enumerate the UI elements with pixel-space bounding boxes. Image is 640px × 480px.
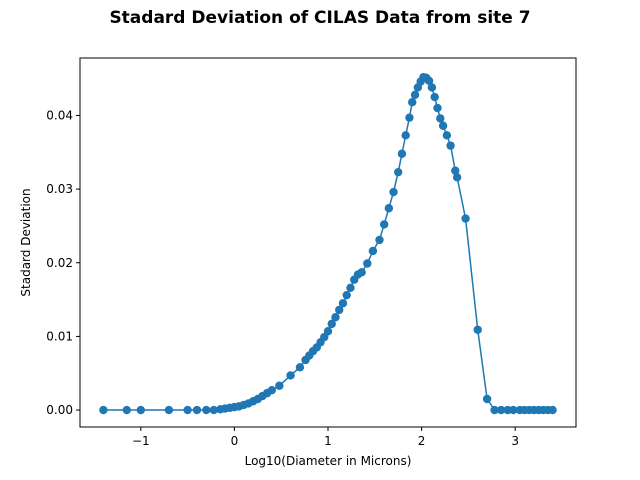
data-point (401, 131, 410, 140)
y-tick-label: 0.01 (46, 329, 73, 343)
data-point (295, 363, 305, 372)
series-line (103, 76, 553, 411)
data-point (323, 327, 333, 336)
data-point (405, 113, 414, 122)
data-point (357, 268, 366, 277)
data-point (164, 405, 174, 415)
data-point (393, 167, 403, 177)
x-tick-label: 3 (511, 434, 519, 448)
data-point (461, 214, 470, 223)
data-point (424, 76, 434, 86)
x-tick-label: 1 (324, 434, 332, 448)
data-point (397, 149, 407, 158)
x-tick-label: 2 (418, 434, 426, 448)
data-point (99, 405, 108, 415)
data-point (342, 290, 351, 300)
x-tick-label: 0 (231, 434, 239, 448)
y-axis-ticks: 0.00 0.01 0.02 0.03 0.04 (46, 108, 80, 417)
data-point (267, 385, 277, 395)
y-tick-label: 0.00 (46, 403, 73, 417)
data-point (286, 371, 295, 380)
data-point (209, 405, 219, 415)
data-point (438, 121, 448, 130)
data-point (275, 381, 284, 390)
x-axis-label: Log10(Diameter in Microns) (245, 454, 412, 468)
data-point (375, 235, 384, 245)
data-point (368, 246, 378, 256)
data-point (482, 394, 492, 404)
data-point (331, 313, 340, 322)
chart-title: Stadard Deviation of CILAS Data from sit… (109, 8, 531, 28)
data-point (442, 131, 452, 140)
data-point (410, 90, 420, 100)
y-axis-label: Stadard Deviation (19, 188, 33, 296)
data-point (408, 97, 417, 107)
data-point (363, 259, 372, 268)
data-point (473, 325, 482, 334)
data-point (192, 405, 202, 415)
data-point (183, 405, 192, 415)
data-point (452, 173, 462, 182)
y-tick-label: 0.04 (46, 108, 73, 122)
data-point (490, 405, 499, 415)
data-point (122, 405, 131, 415)
data-point (430, 92, 439, 102)
data-point (384, 204, 394, 213)
data-point (427, 83, 437, 92)
data-point (509, 405, 518, 415)
data-point (436, 114, 445, 123)
data-point (338, 299, 348, 308)
data-point (202, 405, 211, 415)
y-tick-label: 0.02 (46, 256, 73, 270)
data-point (389, 187, 398, 197)
data-point (136, 405, 146, 415)
data-point (548, 405, 557, 415)
data-point (451, 166, 460, 175)
data-point (446, 141, 455, 150)
series-markers (99, 72, 557, 415)
data-point (496, 405, 506, 415)
x-axis-ticks: −1 0 1 2 3 (132, 427, 519, 448)
x-tick-label: −1 (132, 434, 150, 448)
plot-area-frame (79, 57, 577, 428)
y-tick-label: 0.03 (46, 182, 73, 196)
data-point (335, 305, 344, 315)
data-point (433, 103, 442, 113)
data-point (379, 220, 389, 229)
data-point (346, 283, 355, 292)
data-point (327, 319, 336, 329)
